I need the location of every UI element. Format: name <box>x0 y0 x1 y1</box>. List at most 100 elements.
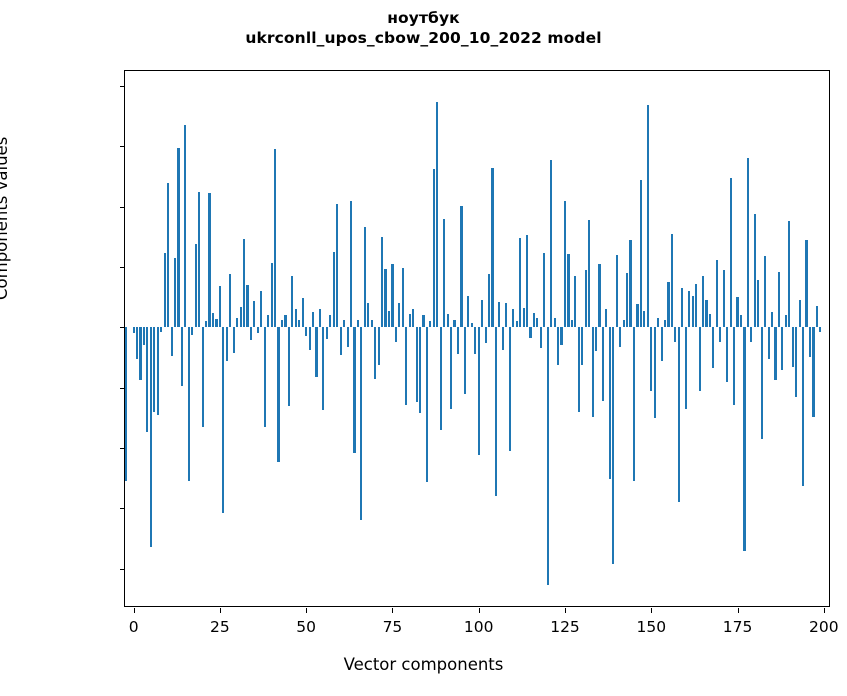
bar <box>343 319 346 328</box>
bar <box>712 327 715 368</box>
bar <box>256 327 259 334</box>
bar <box>305 327 308 336</box>
bar <box>222 327 225 514</box>
bar <box>298 320 301 328</box>
bar <box>415 327 418 402</box>
bar <box>622 320 625 328</box>
bar <box>674 327 677 343</box>
bar <box>743 327 746 552</box>
bar <box>481 300 484 328</box>
bar <box>632 327 636 482</box>
x-axis-tick <box>478 608 480 613</box>
bar <box>180 327 183 386</box>
bar <box>484 327 487 343</box>
bar <box>215 318 218 328</box>
y-axis-tick <box>120 568 125 570</box>
bar <box>525 235 529 328</box>
bar <box>125 327 128 482</box>
bar <box>512 309 515 328</box>
bar <box>808 327 812 358</box>
y-axis-tick <box>120 327 125 329</box>
bar <box>639 179 642 328</box>
bar <box>363 227 366 328</box>
bar <box>194 244 197 328</box>
bar <box>691 295 694 328</box>
bar <box>736 297 739 328</box>
bar <box>318 309 322 328</box>
bar <box>760 327 763 439</box>
bar <box>584 270 587 328</box>
x-axis-tick <box>133 608 135 613</box>
x-axis-tick-label: 0 <box>128 618 139 636</box>
bar <box>477 327 480 455</box>
bar <box>501 327 504 351</box>
bar <box>232 327 235 353</box>
bar <box>249 327 253 340</box>
bar <box>777 271 781 328</box>
x-axis-tick <box>651 608 653 613</box>
bar <box>605 308 608 328</box>
bar <box>422 315 425 328</box>
bar <box>401 267 404 328</box>
bar <box>798 300 801 328</box>
bar <box>308 327 311 351</box>
bar <box>684 327 687 409</box>
bar <box>280 320 284 328</box>
bar <box>615 254 618 328</box>
bar <box>436 102 439 328</box>
bar <box>229 274 232 328</box>
bar <box>425 327 429 483</box>
bar <box>767 327 770 359</box>
bar <box>553 318 556 328</box>
bar <box>205 321 208 328</box>
bar <box>629 239 632 328</box>
chart-title-line-1: ноутбук <box>387 9 460 27</box>
bar <box>142 327 146 346</box>
bar <box>405 327 408 406</box>
bar <box>670 233 674 328</box>
bar <box>360 327 363 521</box>
bar <box>353 327 356 453</box>
bar <box>498 302 501 328</box>
bar <box>819 327 822 333</box>
bar <box>184 125 187 328</box>
y-axis-tick <box>120 447 125 449</box>
bar <box>608 327 611 479</box>
bar <box>201 327 204 427</box>
bar <box>774 327 777 381</box>
bar <box>515 321 518 328</box>
bar <box>453 319 456 328</box>
x-axis-tick <box>565 608 566 613</box>
bar <box>467 295 470 328</box>
bar <box>626 273 629 328</box>
y-axis-label: Components values <box>0 136 11 300</box>
bar <box>408 314 411 328</box>
bar <box>681 287 684 328</box>
bar <box>242 239 246 328</box>
bar <box>667 282 670 328</box>
bar <box>446 314 449 328</box>
bar <box>253 300 256 328</box>
bar <box>418 327 422 413</box>
y-axis-tick <box>120 146 125 148</box>
chart-title-line-2: ukrconll_upos_cbow_200_10_2022 model <box>245 29 602 47</box>
plot-axes: −4−3−2−1012340255075100125150175200 <box>120 70 839 636</box>
bar <box>136 327 139 359</box>
bar <box>374 327 377 379</box>
bar <box>208 193 211 328</box>
bar <box>132 327 135 334</box>
bar <box>149 327 152 548</box>
bar <box>784 314 787 328</box>
bar <box>591 327 594 417</box>
bar <box>612 327 615 564</box>
bar <box>494 327 498 497</box>
bar <box>225 327 228 361</box>
bar <box>160 327 163 333</box>
bar <box>567 253 570 328</box>
bar <box>312 312 315 328</box>
bar <box>753 213 756 328</box>
bar <box>367 303 370 328</box>
bar <box>170 327 173 357</box>
x-axis-tick <box>737 608 739 613</box>
